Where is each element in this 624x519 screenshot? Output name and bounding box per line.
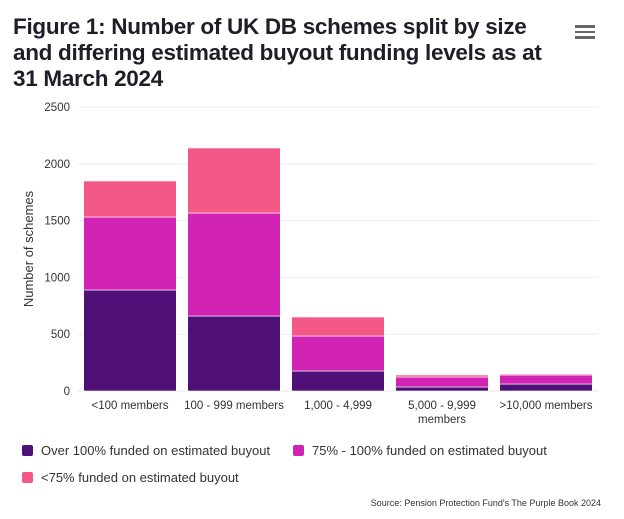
bar-segment[interactable]	[499, 373, 593, 376]
x-tick-label: members	[418, 414, 466, 426]
bar-segment[interactable]	[187, 147, 281, 214]
bar-segment[interactable]	[291, 370, 385, 392]
x-tick-label: 100 - 999 members	[184, 400, 284, 412]
y-axis-label: Number of schemes	[21, 190, 36, 307]
hamburger-menu-icon[interactable]	[573, 22, 597, 42]
bar-segment[interactable]	[83, 289, 177, 392]
chart-title: Figure 1: Number of UK DB schemes split …	[13, 14, 542, 91]
legend-item-over-100[interactable]: Over 100% funded on estimated buyout	[22, 443, 270, 458]
legend-item-under-75[interactable]: <75% funded on estimated buyout	[22, 470, 239, 485]
legend-item-75-100[interactable]: 75% - 100% funded on estimated buyout	[293, 443, 547, 458]
bar-segment[interactable]	[395, 376, 489, 388]
y-tick-label: 1000	[44, 272, 70, 284]
bar-segment[interactable]	[291, 335, 385, 372]
y-tick-label: 2500	[44, 102, 70, 114]
y-tick-label: 0	[64, 386, 70, 398]
bar-segment[interactable]	[83, 180, 177, 218]
legend-swatch	[293, 445, 304, 456]
y-axis-ticks: 0 500 1000 1500 2000 2500	[44, 102, 70, 398]
legend-swatch	[22, 445, 33, 456]
bars	[83, 147, 593, 392]
bar-segment[interactable]	[83, 216, 177, 291]
x-tick-label: 5,000 - 9,999	[408, 400, 476, 412]
y-tick-label: 500	[51, 329, 70, 341]
bar-segment[interactable]	[187, 212, 281, 317]
bar-segment[interactable]	[499, 374, 593, 385]
x-tick-label: <100 members	[91, 400, 168, 412]
y-tick-label: 2000	[44, 159, 70, 171]
x-tick-label: 1,000 - 4,999	[304, 400, 372, 412]
x-axis-labels: <100 members 100 - 999 members 1,000 - 4,9…	[91, 400, 592, 426]
bar-segment[interactable]	[291, 316, 385, 337]
bar-segment[interactable]	[499, 383, 593, 392]
y-tick-label: 1500	[44, 216, 70, 228]
bar-segment[interactable]	[395, 386, 489, 392]
chart-svg: 0 500 1000 1500 2000 2500 Number of schemes <…	[21, 102, 598, 426]
bar-segment[interactable]	[395, 374, 489, 378]
bar-segment[interactable]	[187, 315, 281, 392]
legend-label: <75% funded on estimated buyout	[41, 470, 239, 485]
source-note: Source: Pension Protection Fund's The Pu…	[370, 498, 601, 508]
legend-label: 75% - 100% funded on estimated buyout	[312, 443, 547, 458]
legend-swatch	[22, 472, 33, 483]
legend-label: Over 100% funded on estimated buyout	[41, 443, 271, 458]
x-tick-label: >10,000 members	[499, 400, 592, 412]
